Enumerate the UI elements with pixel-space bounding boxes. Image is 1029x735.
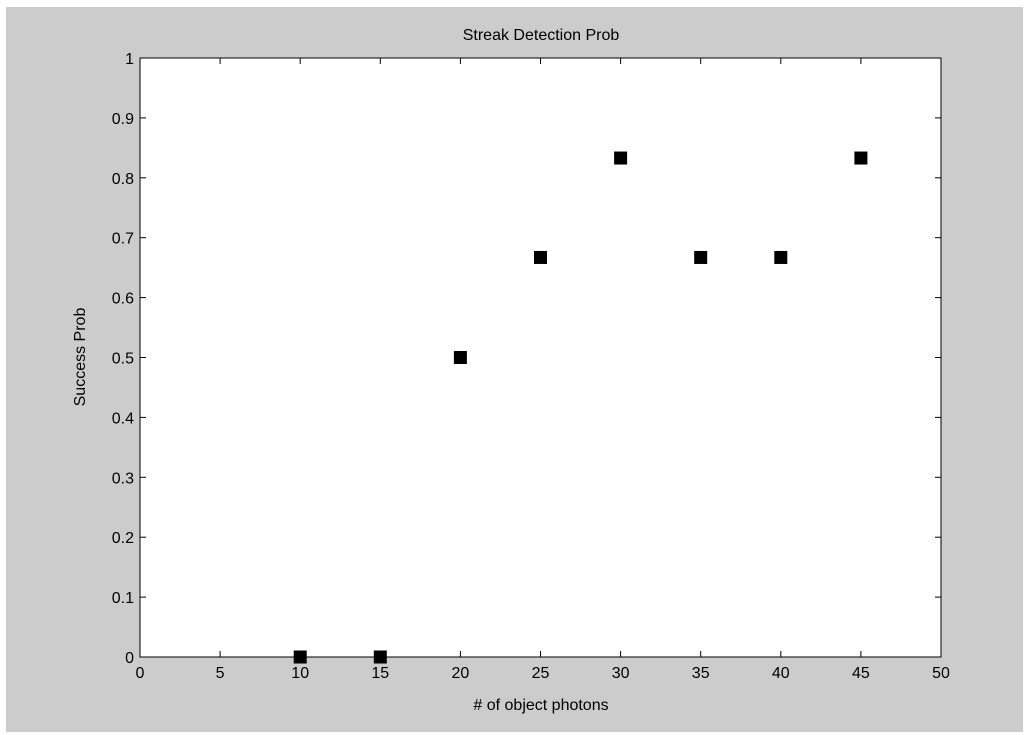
x-tick-label: 5 bbox=[216, 665, 225, 682]
y-tick-label: 0.9 bbox=[112, 111, 134, 128]
x-tick-label: 15 bbox=[371, 665, 389, 682]
x-tick-label: 35 bbox=[692, 665, 710, 682]
data-point-marker bbox=[453, 351, 467, 364]
x-tick-label: 0 bbox=[136, 665, 145, 682]
plot-area bbox=[139, 57, 942, 658]
data-point-marker bbox=[373, 650, 387, 664]
y-tick-label: 0.5 bbox=[112, 351, 134, 368]
data-point-marker bbox=[534, 250, 547, 264]
y-tick-label: 0.2 bbox=[112, 530, 134, 547]
x-tick-label: 45 bbox=[852, 665, 870, 682]
x-tick-label: 30 bbox=[612, 665, 630, 682]
x-tick-label: 40 bbox=[772, 665, 790, 682]
x-tick-label: 20 bbox=[452, 665, 470, 682]
y-tick-label: 0 bbox=[125, 650, 134, 667]
y-tick-label: 0.1 bbox=[112, 590, 134, 607]
data-markers bbox=[293, 151, 868, 664]
y-tick-label: 0.4 bbox=[112, 410, 134, 427]
data-point-marker bbox=[694, 250, 708, 264]
y-tick-label: 0.8 bbox=[112, 171, 134, 188]
y-axis-label: Success Prob bbox=[72, 308, 89, 407]
x-tick-label: 10 bbox=[291, 665, 309, 682]
data-point-marker bbox=[854, 151, 868, 165]
y-axis: 0 0.1 0.2 0.3 0.4 0.5 0.6 0.7 0.8 0.9 1 bbox=[112, 51, 941, 667]
data-point-marker bbox=[293, 650, 307, 664]
y-tick-label: 1 bbox=[125, 51, 134, 68]
y-tick-label: 0.3 bbox=[112, 470, 134, 487]
y-tick-label: 0.7 bbox=[112, 231, 134, 248]
x-tick-label: 25 bbox=[532, 665, 550, 682]
y-tick-label: 0.6 bbox=[112, 291, 134, 308]
chart-title: Streak Detection Prob bbox=[463, 27, 620, 44]
x-tick-label: 50 bbox=[932, 665, 950, 682]
data-point-marker bbox=[774, 250, 788, 264]
x-axis-label: # of object photons bbox=[473, 697, 608, 714]
x-axis: 0 5 10 15 20 25 30 35 40 45 50 bbox=[136, 58, 950, 682]
data-point-marker bbox=[614, 151, 628, 165]
